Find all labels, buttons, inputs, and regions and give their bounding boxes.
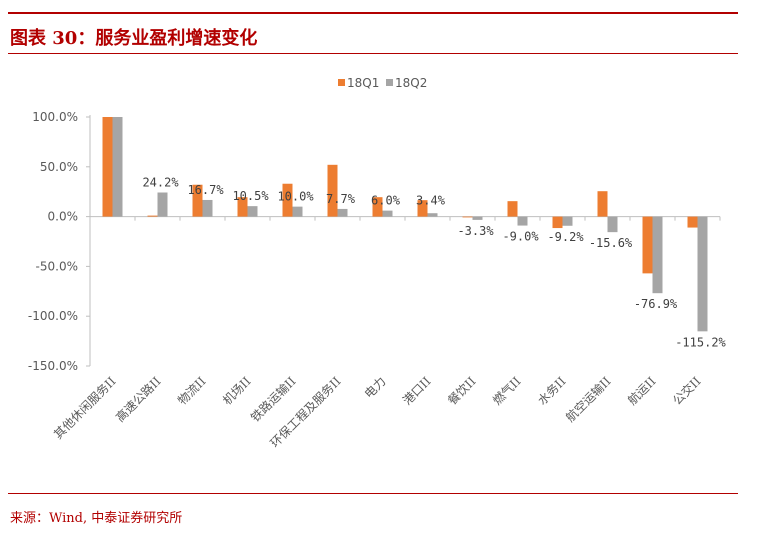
bar-18q1 (417, 200, 428, 217)
bar-18q2 (337, 208, 348, 217)
data-label: -9.0% (502, 230, 539, 244)
bar-18q2 (382, 210, 393, 217)
legend-label: 18Q2 (395, 76, 427, 90)
bar-18q1 (462, 216, 473, 218)
x-tick-label: 电力 (362, 374, 389, 401)
bar-18q2 (607, 216, 618, 233)
bar-18q1 (327, 164, 338, 217)
bar-18q1 (372, 197, 383, 217)
top-rule (8, 12, 738, 14)
bar-18q2 (652, 216, 663, 294)
x-tick-label: 其他休闲服务II (50, 373, 118, 441)
bar-18q1 (507, 201, 518, 217)
y-tick-label: -150.0% (28, 359, 78, 373)
legend-swatch (386, 79, 393, 86)
x-tick-label: 高速公路II (112, 373, 163, 424)
x-tick-label: 燃气II (489, 373, 523, 407)
source-note: 来源：Wind, 中泰证券研究所 (10, 511, 183, 526)
bar-18q1 (102, 117, 113, 217)
data-label: 24.2% (142, 175, 179, 189)
legend-label: 18Q1 (347, 76, 379, 90)
data-label: 7.7% (326, 192, 356, 206)
x-tick-label: 水务II (534, 373, 568, 407)
figure-title: 图表 30：服务业盈利增速变化 (10, 28, 258, 49)
x-tick-label: 航空运输II (562, 373, 613, 424)
y-tick-label: 50.0% (40, 160, 78, 174)
source-rule (8, 493, 738, 494)
x-tick-label: 航运II (624, 373, 658, 407)
data-label: 10.0% (277, 190, 314, 204)
data-label: 3.4% (416, 194, 446, 208)
bar-18q1 (552, 216, 563, 229)
bar-18q1 (147, 215, 158, 217)
x-tick-label: 机场II (220, 374, 254, 408)
y-tick-label: -50.0% (36, 259, 78, 273)
data-label: 10.5% (232, 189, 269, 203)
bar-18q2 (247, 206, 258, 217)
x-tick-label: 餐饮II (444, 373, 478, 407)
x-tick-label: 公交II (669, 373, 703, 407)
bar-18q2 (112, 117, 123, 217)
x-tick-label: 港口II (400, 374, 434, 408)
bar-18q2 (697, 216, 708, 332)
bar-18q2 (157, 192, 168, 217)
data-label: 6.0% (371, 194, 401, 208)
data-label: -76.9% (634, 297, 678, 311)
bar-18q1 (597, 191, 608, 217)
data-label: -3.3% (457, 224, 494, 238)
header-rule (8, 53, 738, 54)
bar-18q2 (292, 206, 303, 217)
bar-18q1 (192, 184, 203, 217)
data-label: -15.6% (589, 236, 633, 250)
bar-18q2 (562, 216, 573, 226)
bar-18q1 (282, 183, 293, 217)
bar-18q2 (202, 199, 213, 217)
bar-18q1 (237, 197, 248, 217)
data-label: -9.2% (547, 230, 584, 244)
bar-18q2 (472, 216, 483, 220)
y-tick-label: -100.0% (28, 309, 78, 323)
x-tick-label: 物流II (175, 374, 209, 408)
data-label: 16.7% (187, 183, 224, 197)
bar-18q1 (687, 216, 698, 228)
bar-18q1 (642, 216, 653, 274)
bar-18q2 (517, 216, 528, 226)
data-label: -115.2% (675, 335, 726, 349)
bar-18q2 (427, 213, 438, 217)
y-tick-label: 0.0% (48, 210, 79, 224)
legend-swatch (338, 79, 345, 86)
y-tick-label: 100.0% (32, 110, 78, 124)
